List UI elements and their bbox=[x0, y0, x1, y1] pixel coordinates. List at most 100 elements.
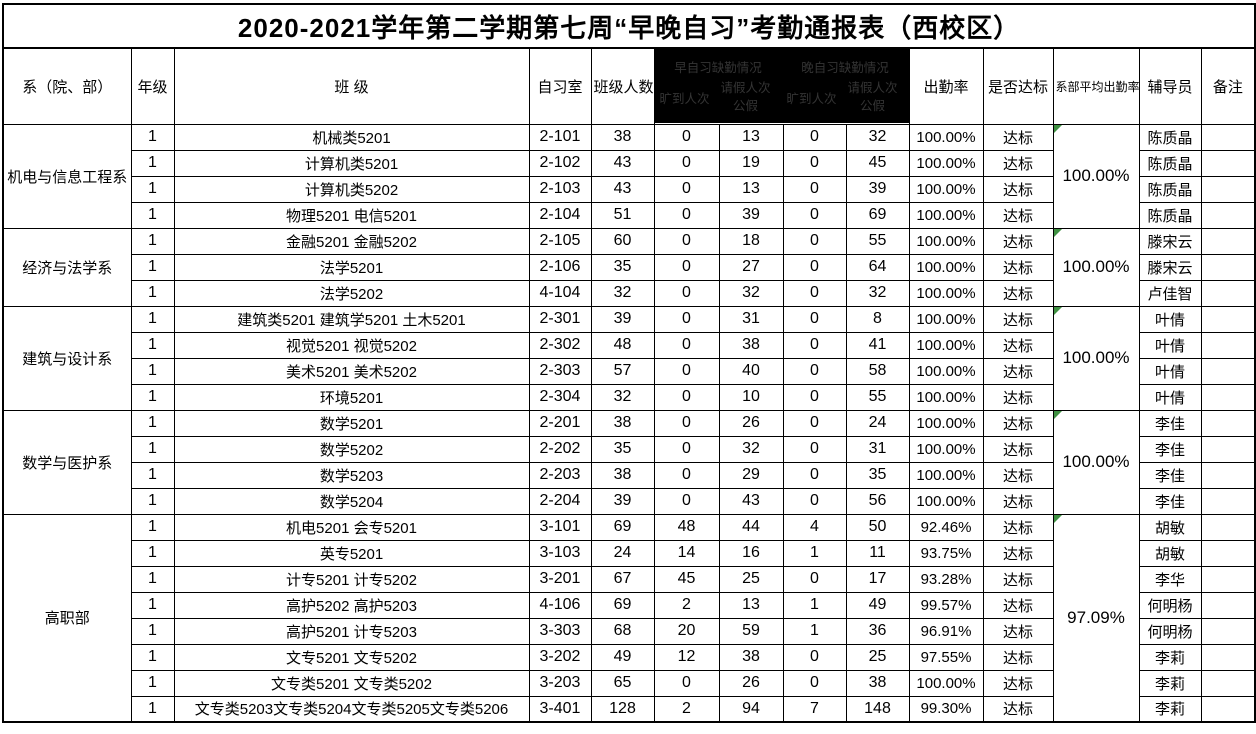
counselor-cell: 李莉 bbox=[1138, 669, 1202, 697]
col-header-meets-standard: 是否达标 bbox=[982, 47, 1054, 125]
class-cell: 高护5202 高护5203 bbox=[173, 591, 530, 619]
attendance-rate-cell: 100.00% bbox=[908, 305, 984, 333]
evening-leave-cell: 55 bbox=[845, 383, 910, 411]
study-room-cell: 2-303 bbox=[528, 357, 592, 385]
morning-leave-cell: 27 bbox=[718, 253, 784, 281]
class-cell: 文专类5201 文专类5202 bbox=[173, 669, 530, 697]
study-room-cell: 3-202 bbox=[528, 643, 592, 671]
morning-absence-cell: 2 bbox=[653, 591, 720, 619]
class-size-cell: 48 bbox=[590, 331, 655, 359]
class-size-cell: 43 bbox=[590, 175, 655, 203]
study-room-cell: 2-301 bbox=[528, 305, 592, 333]
morning-absence-cell: 48 bbox=[653, 513, 720, 541]
evening-leave-cell: 56 bbox=[845, 487, 910, 515]
morning-absence-subheader: 旷到人次 bbox=[659, 91, 710, 106]
meets-standard-cell: 达标 bbox=[982, 617, 1054, 645]
meets-standard-cell: 达标 bbox=[982, 123, 1054, 151]
evening-absence-header-group: 晚自习缺勤情况 旷到人次 请假人次 公假 bbox=[782, 49, 909, 123]
attendance-rate-cell: 97.55% bbox=[908, 643, 984, 671]
meets-standard-cell: 达标 bbox=[982, 279, 1054, 307]
counselor-cell: 李莉 bbox=[1138, 643, 1202, 671]
evening-leave-cell: 39 bbox=[845, 175, 910, 203]
redacted-header-group: 早自习缺勤情况 旷到人次 请假人次 公假 晚自习缺勤情况 旷到人次 bbox=[653, 47, 910, 125]
class-cell: 数学5202 bbox=[173, 435, 530, 463]
remark-cell bbox=[1200, 539, 1256, 567]
class-cell: 法学5202 bbox=[173, 279, 530, 307]
evening-absence-cell: 7 bbox=[782, 695, 847, 723]
col-header-class: 班 级 bbox=[173, 47, 530, 125]
class-size-cell: 38 bbox=[590, 123, 655, 151]
dept-average-cell: 100.00% bbox=[1052, 409, 1140, 515]
counselor-cell: 何明杨 bbox=[1138, 617, 1202, 645]
attendance-rate-cell: 100.00% bbox=[908, 409, 984, 437]
attendance-rate-cell: 100.00% bbox=[908, 461, 984, 489]
remark-cell bbox=[1200, 669, 1256, 697]
grade-cell: 1 bbox=[130, 513, 175, 541]
class-cell: 美术5201 美术5202 bbox=[173, 357, 530, 385]
meets-standard-cell: 达标 bbox=[982, 565, 1054, 593]
morning-absence-cell: 0 bbox=[653, 201, 720, 229]
evening-absence-cell: 0 bbox=[782, 383, 847, 411]
evening-absence-cell: 0 bbox=[782, 487, 847, 515]
remark-cell bbox=[1200, 513, 1256, 541]
col-header-grade: 年级 bbox=[130, 47, 175, 125]
table-row: 1 计专5201 计专5202 3-201 67 45 25 0 17 93.28% 达标 李华 bbox=[3, 565, 1256, 593]
counselor-cell: 滕宋云 bbox=[1138, 253, 1202, 281]
class-size-cell: 67 bbox=[590, 565, 655, 593]
evening-leave-cell: 45 bbox=[845, 149, 910, 177]
evening-leave-cell: 24 bbox=[845, 409, 910, 437]
attendance-rate-cell: 96.91% bbox=[908, 617, 984, 645]
class-cell: 数学5201 bbox=[173, 409, 530, 437]
attendance-rate-cell: 99.57% bbox=[908, 591, 984, 619]
grade-cell: 1 bbox=[130, 669, 175, 697]
evening-absence-cell: 1 bbox=[782, 617, 847, 645]
study-room-cell: 2-102 bbox=[528, 149, 592, 177]
evening-leave-cell: 32 bbox=[845, 123, 910, 151]
remark-cell bbox=[1200, 461, 1256, 489]
evening-absence-cell: 0 bbox=[782, 409, 847, 437]
morning-leave-cell: 94 bbox=[718, 695, 784, 723]
attendance-rate-cell: 100.00% bbox=[908, 227, 984, 255]
remark-cell bbox=[1200, 175, 1256, 203]
morning-absence-cell: 0 bbox=[653, 149, 720, 177]
table-row: 1 视觉5201 视觉5202 2-302 48 0 38 0 41 100.00% 达标 叶倩 bbox=[3, 331, 1256, 359]
evening-leave-cell: 35 bbox=[845, 461, 910, 489]
table-row: 建筑与设计系 1 建筑类5201 建筑学5201 土木5201 2-301 39 0 31 0… bbox=[2, 305, 1256, 411]
study-room-cell: 3-401 bbox=[528, 695, 592, 723]
attendance-rate-cell: 93.75% bbox=[908, 539, 984, 567]
remark-cell bbox=[1200, 435, 1256, 463]
title-row: 2020-2021学年第二学期第七周“早晚自习”考勤通报表（西校区） bbox=[1, 3, 1256, 49]
class-size-cell: 69 bbox=[590, 513, 655, 541]
col-header-study-room: 自习室 bbox=[528, 47, 592, 125]
counselor-cell: 李华 bbox=[1138, 565, 1202, 593]
study-room-cell: 2-104 bbox=[528, 201, 592, 229]
evening-absence-subheader: 旷到人次 bbox=[786, 91, 837, 106]
class-cell: 文专类5203文专类5204文专类5205文专类5206 bbox=[173, 695, 530, 723]
evening-absence-cell: 0 bbox=[782, 669, 847, 697]
grade-cell: 1 bbox=[130, 331, 175, 359]
class-size-cell: 38 bbox=[590, 461, 655, 489]
dept-average-value: 100.00% bbox=[1062, 348, 1130, 367]
attendance-rate-cell: 100.00% bbox=[908, 383, 984, 411]
evening-absence-cell: 0 bbox=[782, 461, 847, 489]
study-room-cell: 2-105 bbox=[528, 227, 592, 255]
comment-indicator-icon bbox=[1054, 307, 1062, 315]
attendance-rate-cell: 100.00% bbox=[908, 175, 984, 203]
evening-leave-cell: 41 bbox=[845, 331, 910, 359]
grade-cell: 1 bbox=[130, 149, 175, 177]
evening-leave-cell: 25 bbox=[845, 643, 910, 671]
grade-cell: 1 bbox=[130, 201, 175, 229]
comment-indicator-icon bbox=[1054, 229, 1062, 237]
grade-cell: 1 bbox=[130, 175, 175, 203]
morning-leave-cell: 10 bbox=[718, 383, 784, 411]
table-row: 1 法学5201 2-106 35 0 27 0 64 100.00% 达标 滕宋云 bbox=[3, 253, 1256, 281]
dept-average-cell: 100.00% bbox=[1052, 305, 1140, 411]
evening-absence-cell: 0 bbox=[782, 123, 847, 151]
class-size-cell: 35 bbox=[590, 435, 655, 463]
col-header-class-size: 班级人数 bbox=[590, 47, 655, 125]
meets-standard-cell: 达标 bbox=[982, 435, 1054, 463]
attendance-rate-cell: 92.46% bbox=[908, 513, 984, 541]
evening-leave-cell: 69 bbox=[845, 201, 910, 229]
counselor-cell: 滕宋云 bbox=[1138, 227, 1202, 255]
col-header-counselor: 辅导员 bbox=[1138, 47, 1202, 125]
